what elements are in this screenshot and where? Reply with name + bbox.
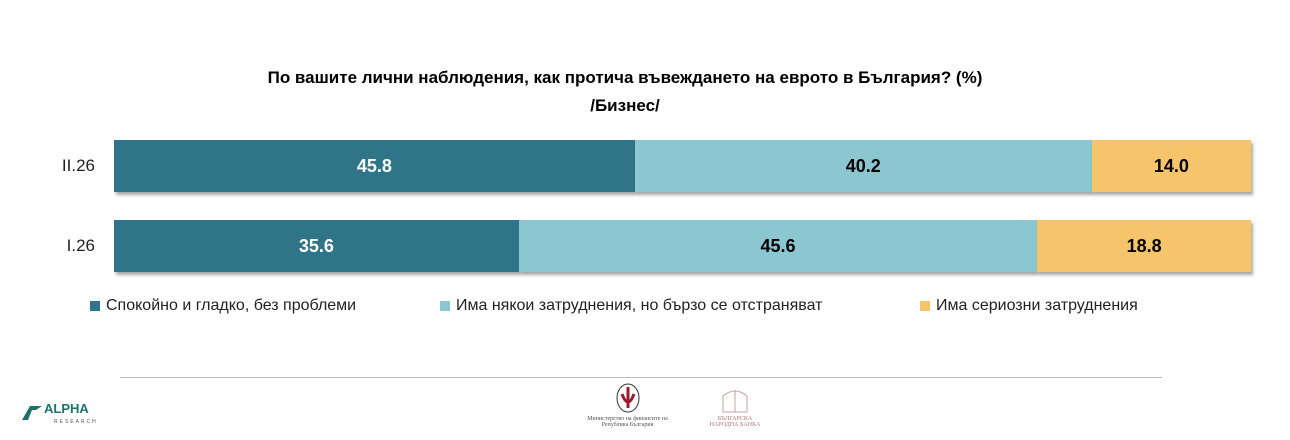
svg-text:ALPHA: ALPHA (44, 401, 89, 416)
data-label: 14.0 (1153, 155, 1189, 176)
data-label: 18.8 (1126, 235, 1162, 256)
legend-swatch (920, 301, 930, 311)
legend-item: Има сериозни затруднения (920, 297, 1138, 315)
data-label: 40.2 (845, 155, 881, 176)
data-label: 45.6 (760, 235, 796, 256)
svg-text:RESEARCH: RESEARCH (54, 419, 98, 425)
legend-item: Има някои затруднения, но бързо се отстр… (440, 297, 823, 315)
bar-segment: 14.0 (1091, 140, 1251, 192)
data-label: 45.8 (356, 155, 392, 176)
data-label: 35.6 (298, 235, 334, 256)
ministry-of-finance-logo: Министерство на финансите на Република Б… (580, 382, 675, 428)
category-label: II.26 (61, 156, 95, 175)
title-text: По вашите лични наблюдения, как протича … (267, 68, 983, 87)
chart-title: По вашите лични наблюдения, как протича … (0, 64, 1250, 120)
legend-swatch (440, 301, 450, 311)
bar-segment: 35.6 (114, 220, 519, 272)
divider (120, 377, 1162, 378)
legend-swatch (90, 301, 100, 311)
bar-segment: 18.8 (1037, 220, 1251, 272)
ministry-text: Министерство на финансите на Република Б… (587, 416, 668, 428)
legend-label: Спокойно и гладко, без проблеми (106, 297, 357, 314)
bar-segment: 45.8 (114, 140, 635, 192)
legend-label: Има някои затруднения, но бързо се отстр… (456, 297, 823, 314)
bnb-logo: БЪЛГАРСКА НАРОДНА БАНКА (705, 386, 765, 428)
legend-item: Спокойно и гладко, без проблеми (90, 297, 356, 315)
bar-segment: 45.6 (518, 220, 1038, 272)
bar-segment: 40.2 (634, 140, 1092, 192)
category-label: I.26 (66, 236, 95, 255)
bnb-text: БЪЛГАРСКА НАРОДНА БАНКА (709, 416, 761, 428)
subtitle-text: /Бизнес/ (590, 96, 660, 115)
legend-label: Има сериозни затруднения (936, 297, 1138, 314)
alpha-research-logo: ALPHA RESEARCH (20, 400, 120, 431)
